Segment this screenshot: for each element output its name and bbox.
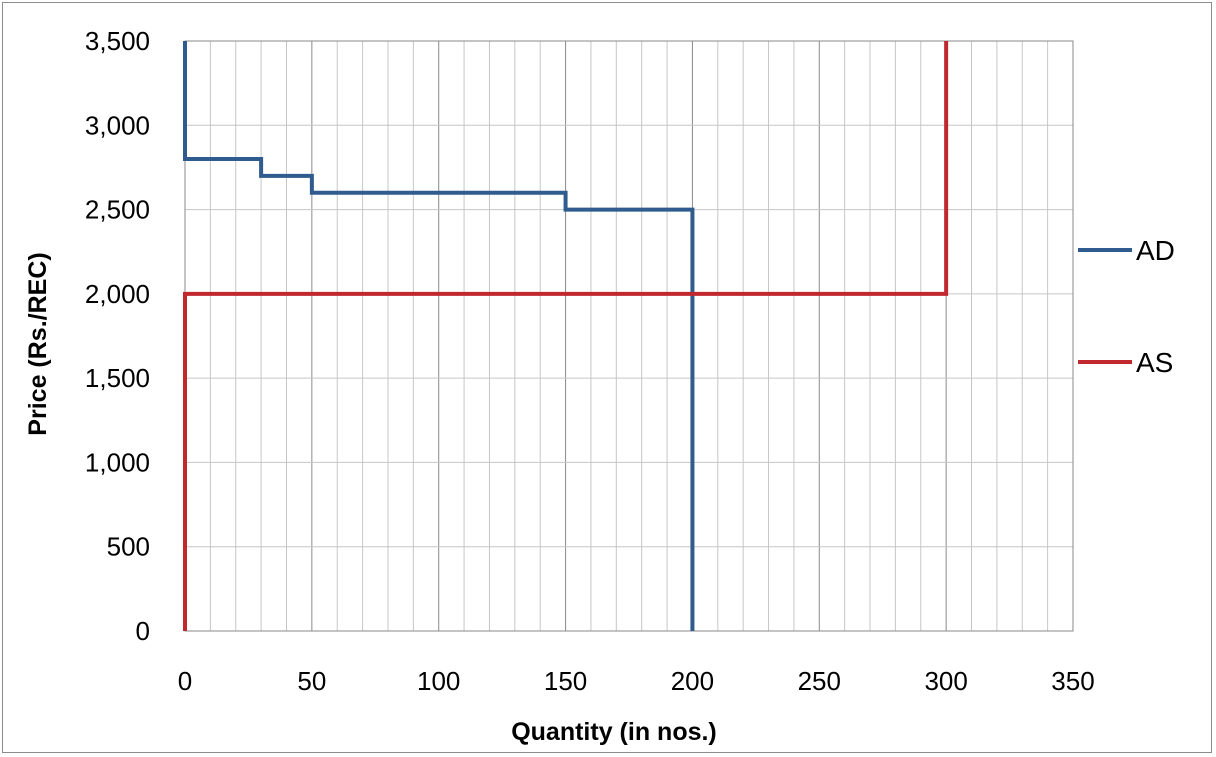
legend: AD AS (1078, 235, 1175, 378)
y-tick-label: 3,000 (85, 110, 150, 140)
y-axis-title: Price (Rs./REC) (24, 252, 52, 435)
y-tick-label: 1,500 (85, 363, 150, 393)
legend-label-as: AS (1136, 347, 1173, 378)
x-tick-label: 350 (1051, 666, 1094, 696)
x-tick-label: 250 (798, 666, 841, 696)
y-tick-label: 3,500 (85, 26, 150, 56)
legend-label-ad: AD (1136, 235, 1175, 266)
series-lines (183, 41, 949, 631)
y-tick-label: 1,000 (85, 447, 150, 477)
plot-border (184, 40, 1074, 632)
x-tick-labels: 0 50 100 150 200 250 300 350 (178, 666, 1095, 696)
x-tick-label: 150 (544, 666, 587, 696)
y-tick-label: 2,500 (85, 195, 150, 225)
series-line-ad (183, 41, 695, 631)
series-line-as (183, 41, 949, 631)
y-tick-label: 2,000 (85, 279, 150, 309)
plot-area (184, 40, 1074, 632)
x-tick-label: 50 (297, 666, 326, 696)
y-tick-labels: 0 500 1,000 1,500 2,000 2,500 3,000 3,500 (85, 26, 150, 646)
y-tick-label: 0 (136, 616, 150, 646)
x-axis-title: Quantity (in nos.) (511, 718, 717, 746)
y-tick-label: 500 (107, 532, 150, 562)
x-tick-label: 100 (417, 666, 460, 696)
x-tick-label: 200 (671, 666, 714, 696)
x-tick-label: 0 (178, 666, 192, 696)
grid-lines (184, 40, 1074, 632)
x-tick-label: 300 (924, 666, 967, 696)
